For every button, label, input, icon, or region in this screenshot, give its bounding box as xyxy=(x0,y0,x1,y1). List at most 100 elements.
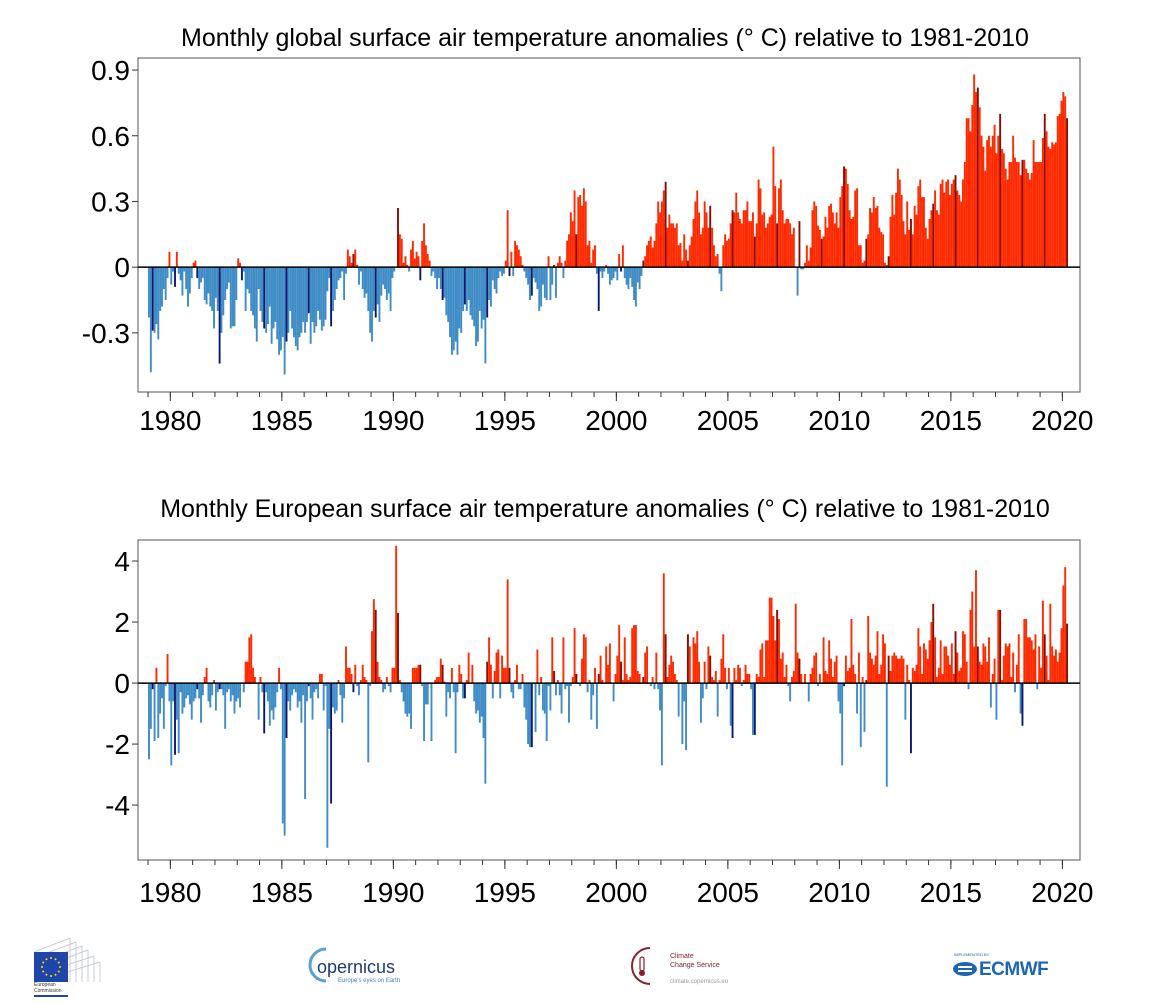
bar xyxy=(1064,96,1067,268)
bar xyxy=(605,264,608,268)
bar xyxy=(949,194,951,268)
bar xyxy=(188,267,191,294)
bar xyxy=(911,234,914,268)
bar xyxy=(843,166,845,268)
bar xyxy=(869,652,872,684)
bar xyxy=(1030,640,1033,684)
bar xyxy=(205,667,208,684)
bar xyxy=(932,203,935,268)
bar xyxy=(296,683,299,708)
bar xyxy=(226,683,228,693)
bar xyxy=(612,683,615,702)
bar xyxy=(608,267,611,285)
bar xyxy=(382,267,385,285)
bar xyxy=(997,135,1000,268)
bar xyxy=(311,683,314,720)
bar xyxy=(733,667,736,684)
bar xyxy=(558,683,561,696)
bar xyxy=(445,267,448,316)
bar xyxy=(991,673,994,684)
bar xyxy=(426,683,429,705)
bar xyxy=(586,683,589,693)
bar xyxy=(709,655,712,684)
bar xyxy=(192,262,195,268)
bar xyxy=(889,670,892,684)
bar xyxy=(1038,162,1041,268)
bar xyxy=(800,673,803,684)
bar xyxy=(359,680,362,684)
bar xyxy=(1017,634,1020,684)
c3s-url: climate.copernicus.eu xyxy=(670,979,729,985)
bar xyxy=(398,234,401,268)
eu-star-icon xyxy=(41,966,43,968)
bar xyxy=(261,267,264,322)
bar xyxy=(575,673,578,684)
bar xyxy=(984,170,987,268)
bar xyxy=(973,646,976,684)
bar xyxy=(833,223,836,268)
bar xyxy=(222,683,225,696)
bar xyxy=(348,256,351,268)
bar xyxy=(198,267,201,290)
y-tick-label: 4 xyxy=(114,546,130,577)
bar xyxy=(776,223,779,268)
bar xyxy=(722,634,725,684)
bar xyxy=(963,162,966,268)
bar xyxy=(547,256,550,268)
bar xyxy=(714,670,717,684)
bar xyxy=(149,267,152,373)
bar xyxy=(614,673,617,684)
bar xyxy=(965,118,968,268)
bar xyxy=(365,267,368,294)
bar xyxy=(664,181,667,268)
bar xyxy=(514,240,517,268)
bar xyxy=(740,683,743,687)
bar xyxy=(755,673,758,684)
bar xyxy=(975,91,977,268)
bar xyxy=(1054,649,1057,684)
bar xyxy=(384,267,386,290)
bar xyxy=(681,260,684,268)
bar xyxy=(517,683,520,690)
bar xyxy=(252,667,255,684)
bar xyxy=(514,680,517,684)
bar xyxy=(1043,634,1046,684)
bar xyxy=(895,655,898,684)
bar xyxy=(952,179,955,268)
bar xyxy=(779,658,782,684)
bar xyxy=(891,194,894,268)
bar xyxy=(272,267,275,329)
bar xyxy=(595,683,598,729)
bar xyxy=(707,646,710,684)
bar xyxy=(692,637,695,684)
bar xyxy=(203,676,206,684)
bar xyxy=(592,249,595,268)
bar xyxy=(278,267,281,355)
bar xyxy=(577,197,580,268)
bar xyxy=(250,267,253,311)
bar xyxy=(714,256,717,268)
bar xyxy=(536,267,539,290)
bar xyxy=(752,212,754,268)
bar xyxy=(1043,113,1046,268)
y-tick-label: -0.3 xyxy=(82,318,130,349)
bar xyxy=(339,267,342,279)
bar xyxy=(242,267,245,272)
x-tick-label: 2005 xyxy=(697,405,759,436)
bar xyxy=(705,683,708,690)
bar xyxy=(348,667,351,684)
bar xyxy=(882,234,885,268)
bar xyxy=(555,267,557,298)
bar xyxy=(547,683,550,687)
bar xyxy=(986,140,989,268)
bar xyxy=(928,218,931,268)
bar xyxy=(469,267,472,316)
bar xyxy=(629,676,632,684)
bar xyxy=(1053,655,1055,684)
bar xyxy=(759,649,762,684)
bar xyxy=(796,652,799,684)
bar xyxy=(231,683,234,696)
bar xyxy=(976,87,979,268)
bar xyxy=(265,267,268,333)
bar xyxy=(861,676,864,684)
